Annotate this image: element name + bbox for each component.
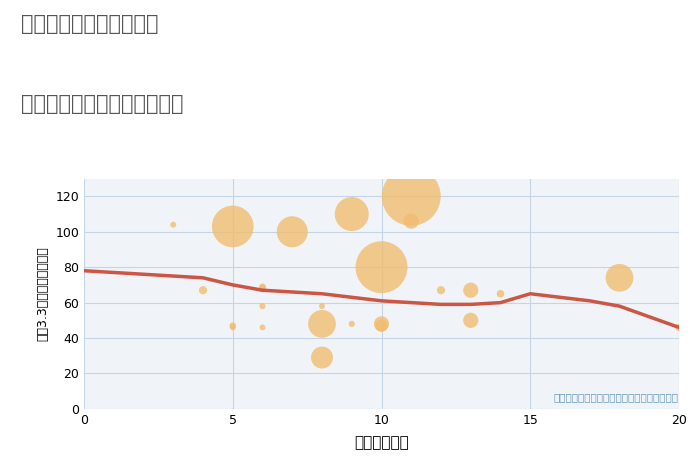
Point [257, 302, 268, 310]
Point [197, 286, 209, 294]
Point [376, 263, 387, 271]
Point [465, 317, 476, 324]
Text: 円の大きさは、取引のあった物件面積を示す: 円の大きさは、取引のあった物件面積を示す [554, 392, 679, 402]
Point [495, 290, 506, 298]
Point [465, 286, 476, 294]
Point [227, 324, 238, 331]
Point [346, 210, 357, 218]
Point [257, 285, 268, 292]
Point [168, 221, 179, 228]
Point [287, 228, 298, 235]
Point [257, 324, 268, 331]
Text: 三重県四日市市十志町の: 三重県四日市市十志町の [21, 14, 158, 34]
Point [316, 354, 328, 361]
Point [376, 320, 387, 328]
Point [316, 320, 328, 328]
Point [227, 223, 238, 230]
Text: 駅距離別中古マンション価格: 駅距離別中古マンション価格 [21, 94, 183, 114]
Point [673, 324, 685, 331]
Point [346, 320, 357, 328]
Point [316, 302, 328, 310]
Point [227, 322, 238, 329]
Point [406, 217, 417, 225]
Point [406, 193, 417, 200]
Y-axis label: 坪（3.3㎡）単価（万円）: 坪（3.3㎡）単価（万円） [36, 246, 50, 341]
X-axis label: 駅距離（分）: 駅距離（分） [354, 435, 409, 450]
Point [614, 274, 625, 282]
Point [435, 286, 447, 294]
Point [376, 322, 387, 329]
Point [257, 283, 268, 290]
